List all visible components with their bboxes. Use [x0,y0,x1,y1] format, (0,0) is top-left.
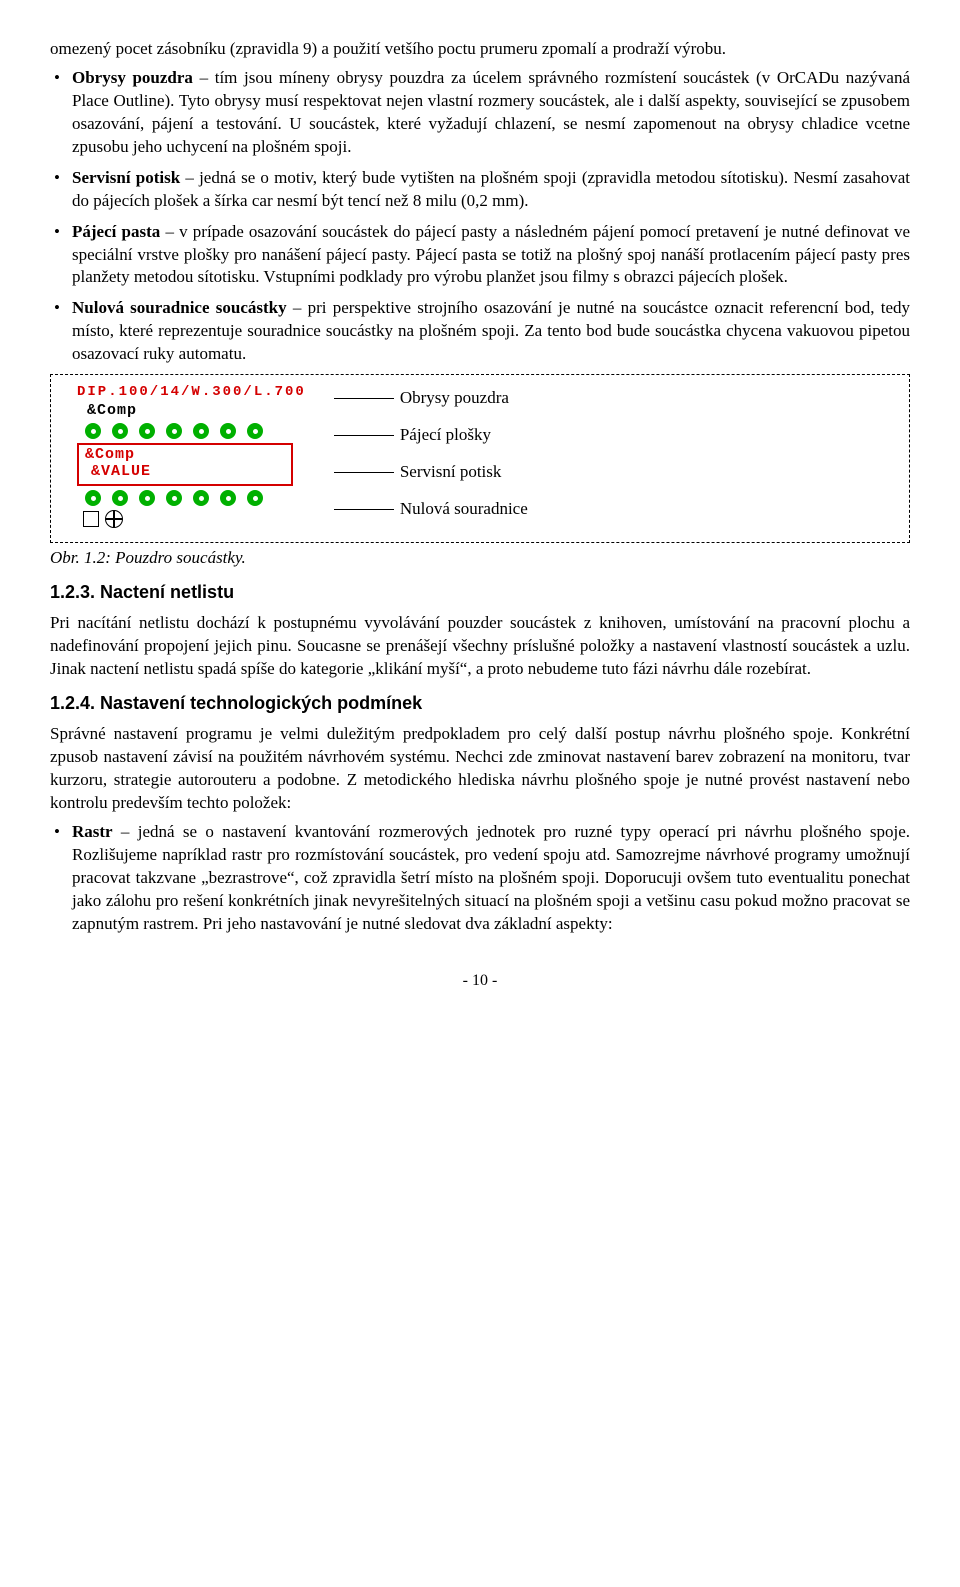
figure-caption: Obr. 1.2: Pouzdro soucástky. [50,547,910,570]
page-number: - 10 - [50,970,910,992]
leader-line-icon [334,472,394,474]
bottom-bullet-list: Rastr – jedná se o nastavení kvantování … [50,821,910,936]
bullet-lead: Pájecí pasta [72,222,160,241]
section-1-2-4-title: 1.2.4. Nastavení technologických podmíne… [50,691,910,715]
pad-icon [139,490,155,506]
top-bullet-list: Obrysy pouzdra – tím jsou míneny obrysy … [50,67,910,366]
section-1-2-3-title: 1.2.3. Nactení netlistu [50,580,910,604]
callout-plosky: Pájecí plošky [400,424,491,447]
intro-tail: omezený pocet zásobníku (zpravidla 9) a … [50,38,910,61]
pad-icon [247,423,263,439]
callout-obrysy: Obrysy pouzdra [400,387,509,410]
bullet-servisni: Servisní potisk – jedná se o motiv, kter… [50,167,910,213]
pad-icon [85,490,101,506]
bullet-text: – v prípade osazování soucástek do pájec… [72,222,910,287]
section-1-2-4-body: Správné nastavení programu je velmi dule… [50,723,910,815]
pad-icon [247,490,263,506]
origin-row [83,510,306,528]
bullet-pajeci: Pájecí pasta – v prípade osazování soucá… [50,221,910,290]
pad-icon [193,490,209,506]
dip-title: DIP.100/14/W.300/L.700 [77,385,306,400]
origin-marker-icon [105,510,123,528]
leader-line-icon [334,398,394,400]
callout-nulova: Nulová souradnice [400,498,528,521]
bullet-text: – tím jsou míneny obrysy pouzdra za úcel… [72,68,910,156]
dip-footprint: DIP.100/14/W.300/L.700 &Comp &Comp &VALU… [65,385,306,528]
pad-icon [166,490,182,506]
bullet-text: – jedná se o nastavení kvantování rozmer… [72,822,910,933]
figure-callouts: Obrysy pouzdra Pájecí plošky Servisní po… [334,385,528,521]
pad-icon [220,490,236,506]
square-icon [83,511,99,527]
pad-icon [112,423,128,439]
pad-icon [85,423,101,439]
bullet-lead: Servisní potisk [72,168,180,187]
bullet-text: – jedná se o motiv, který bude vytišten … [72,168,910,210]
pad-icon [193,423,209,439]
pad-icon [112,490,128,506]
bullet-obrysy: Obrysy pouzdra – tím jsou míneny obrysy … [50,67,910,159]
pad-icon [139,423,155,439]
figure-1-2: DIP.100/14/W.300/L.700 &Comp &Comp &VALU… [50,374,910,543]
pad-icon [166,423,182,439]
silk-comp: &Comp [85,447,285,464]
bullet-rastr: Rastr – jedná se o nastavení kvantování … [50,821,910,936]
bullet-nulova: Nulová souradnice soucástky – pri perspe… [50,297,910,366]
bullet-lead: Rastr [72,822,113,841]
leader-line-icon [334,435,394,437]
section-1-2-3-body: Pri nacítání netlistu dochází k postupné… [50,612,910,681]
dip-comp-label: &Comp [87,403,306,420]
pad-row-bottom [85,490,306,506]
bullet-lead: Obrysy pouzdra [72,68,193,87]
leader-line-icon [334,509,394,511]
pad-icon [220,423,236,439]
callout-potisk: Servisní potisk [400,461,502,484]
pad-row-top [85,423,306,439]
bullet-lead: Nulová souradnice soucástky [72,298,287,317]
silkscreen-box: &Comp &VALUE [77,443,293,486]
silk-value: &VALUE [91,464,285,481]
